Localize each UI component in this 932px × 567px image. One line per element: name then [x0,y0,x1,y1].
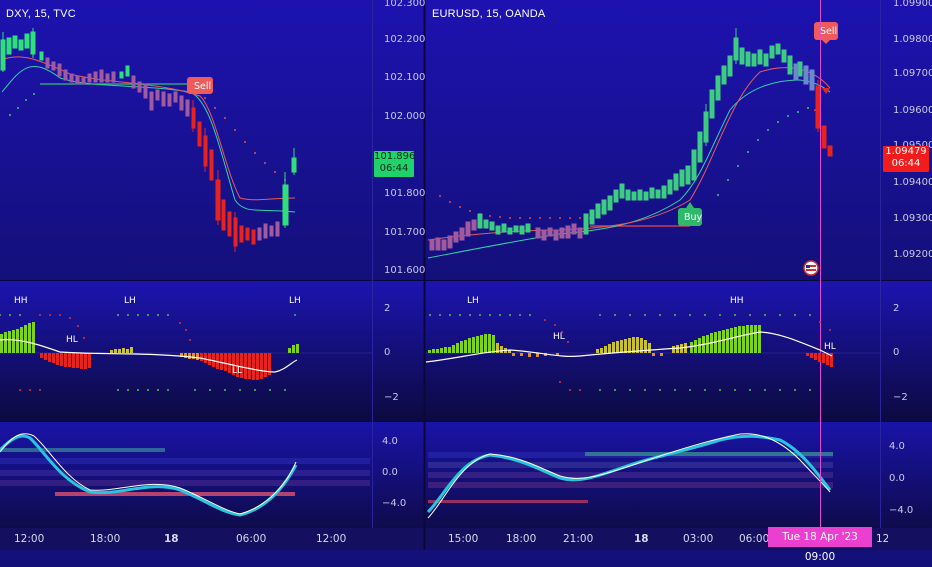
dxy-macd-pane[interactable] [0,0,932,550]
eurusd-time-label: 06:00 [739,533,770,545]
dxy-lh-label: LH [124,296,136,306]
eurusd-price-axis-label: 1.09200 [893,249,932,260]
eurusd-price-axis-label: 1.09600 [893,105,932,116]
dxy-time-label: 18:00 [90,533,121,545]
eurusd-hl-label: HL [824,342,836,352]
eurusd-time-label: 12:00 [876,533,888,545]
eurusd-price-axis-label: 1.09900 [893,0,932,9]
eurusd-price-axis-label: 1.09700 [893,68,932,79]
dxy-ll-label: LL [232,366,243,376]
eurusd-macd-axis-label: −4.0 [889,505,914,516]
eurusd-osc-axis-label: 0 [893,347,900,358]
dxy-time-label: 12:00 [14,533,45,545]
eurusd-time-label: 18:00 [506,533,537,545]
dxy-macd-axis-label: −4.0 [382,498,407,509]
dxy-osc-axis-label: 0 [384,347,391,358]
dxy-price-axis-label: 102.000 [384,111,426,122]
dxy-last-price: 101.896 [374,151,416,162]
dxy-dotted-trail [9,89,286,181]
eurusd-time-label: 15:00 [448,533,479,545]
dxy-time-label: 06:00 [236,533,267,545]
dxy-price-pane[interactable] [0,0,932,550]
eurusd-time-label: 18 [634,533,649,545]
dxy-lh-label: LH [289,296,301,306]
eurusd-last-price-tag: 1.09479 06:44 [883,146,929,172]
eurusd-countdown: 06:44 [891,158,921,169]
dxy-price-axis-label: 101.700 [384,227,426,238]
eurusd-price-axis-label: 1.09400 [893,177,932,188]
eurusd-price-axis-label: 1.09800 [893,34,932,45]
eurusd-symbol-title[interactable]: EURUSD, 15, OANDA [432,8,546,20]
dxy-price-axis-label: 101.600 [384,265,426,276]
eurusd-price-axis-label: 1.09500 [893,140,932,151]
dxy-time-label: 18 [164,533,179,545]
dxy-countdown: 06:44 [379,163,409,174]
eurusd-macd-axis-label: 4.0 [889,441,905,452]
dxy-macd-axis-label: 0.0 [382,467,398,478]
dxy-price-axis-label: 102.100 [384,72,426,83]
us-flag-event-icon[interactable] [803,260,819,276]
eurusd-osc-axis-label: −2 [893,392,908,403]
dxy-histogram-pane[interactable] [0,0,932,550]
dxy-symbol-title[interactable]: DXY, 15, TVC [6,8,76,20]
eurusd-lh-label: LH [467,296,479,306]
dxy-hl-label: HL [66,335,78,345]
dxy-price-axis-label: 102.200 [384,34,426,45]
dxy-osc-axis-label: 2 [384,303,391,314]
dxy-price-axis-label: 102.300 [384,0,426,9]
crosshair-time-tag: Tue 18 Apr '23 09:00 [768,527,872,563]
eurusd-histogram-pane[interactable] [0,0,932,550]
eurusd-osc-axis-label: 2 [893,303,900,314]
eurusd-price-pane[interactable] [0,0,932,550]
dxy-macd-axis-label: 4.0 [382,436,398,447]
dxy-sell-signal[interactable]: Sell [194,81,212,92]
dxy-hh-label: HH [14,296,28,306]
eurusd-hl-label: HL [553,332,565,342]
eurusd-macd-axis-label: 0.0 [889,473,905,484]
eurusd-macd-pane[interactable] [0,0,932,550]
dxy-price-axis-label: 101.800 [384,188,426,199]
eurusd-buy-signal[interactable]: Buy [684,212,703,223]
dxy-time-label: 12:00 [316,533,347,545]
eurusd-price-axis-label: 1.09300 [893,213,932,224]
eurusd-hh-label: HH [730,296,744,306]
dxy-osc-axis-label: −2 [384,392,399,403]
eurusd-sell-signal[interactable]: Sell [820,26,838,37]
dxy-last-price-tag: 101.896 06:44 [374,151,416,177]
eurusd-time-label: 03:00 [683,533,714,545]
eurusd-time-label: 21:00 [563,533,594,545]
eurusd-last-price: 1.09479 [885,146,927,157]
